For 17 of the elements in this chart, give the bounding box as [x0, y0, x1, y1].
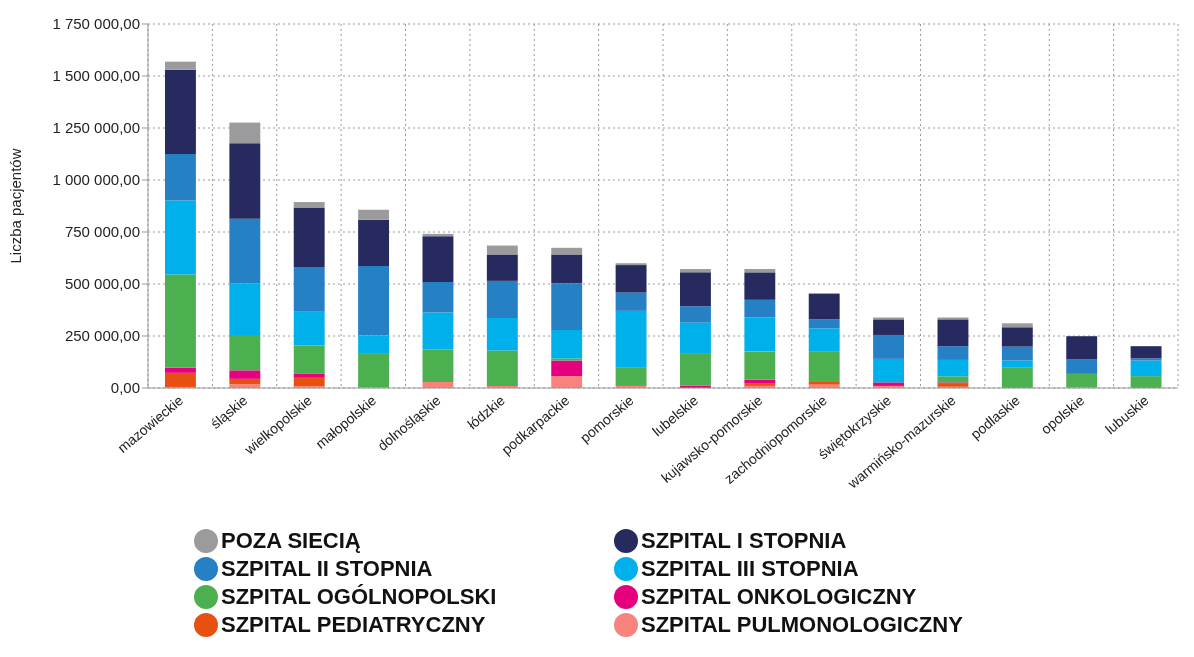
y-tick-label: 750 000,00	[64, 223, 140, 241]
y-axis-title: Liczba pacjentów	[7, 148, 25, 264]
legend-label: SZPITAL OGÓLNOPOLSKI	[221, 584, 497, 610]
y-tick-label: 250 000,00	[64, 327, 140, 345]
y-tick-label: 500 000,00	[64, 275, 140, 293]
y-tick-label: 1 250 000,00	[52, 119, 140, 137]
y-tick-label: 1 000 000,00	[52, 171, 140, 189]
y-tick-label: 1 750 000,00	[52, 15, 140, 33]
legend-label: SZPITAL III STOPNIA	[641, 556, 859, 582]
legend-label: SZPITAL ONKOLOGICZNY	[641, 584, 917, 610]
legend-label: POZA SIECIĄ	[221, 528, 361, 554]
y-tick-label: 1 500 000,00	[52, 67, 140, 85]
legend-label: SZPITAL I STOPNIA	[641, 528, 847, 554]
y-tick-label: 0,00	[110, 379, 140, 397]
legend-label: SZPITAL PEDIATRYCZNY	[221, 612, 486, 638]
legend-label: SZPITAL PULMONOLOGICZNY	[641, 612, 963, 638]
legend-label: SZPITAL II STOPNIA	[221, 556, 433, 582]
